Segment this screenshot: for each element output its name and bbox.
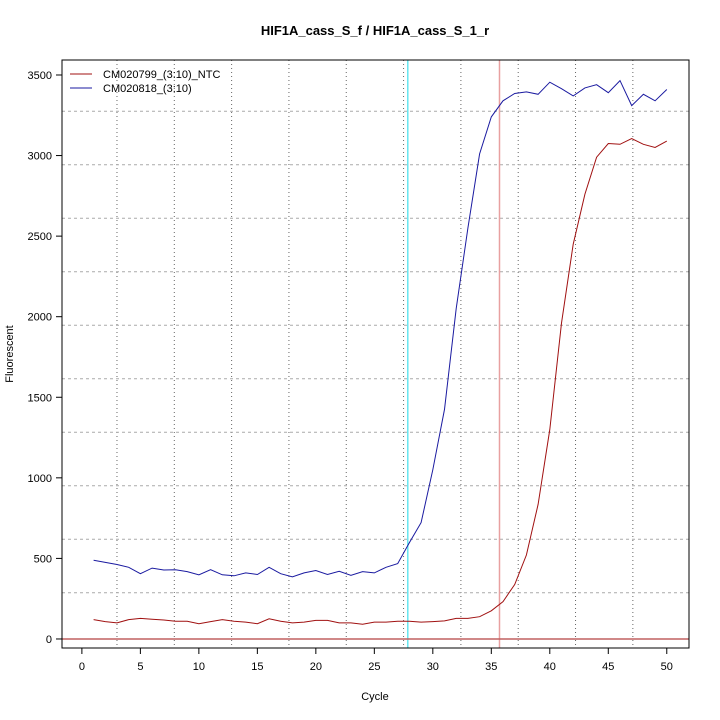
y-tick-label: 500 — [34, 553, 52, 565]
chart-title: HIF1A_cass_S_f / HIF1A_cass_S_1_r — [261, 23, 489, 38]
plot-frame — [61, 59, 690, 649]
x-tick-label: 10 — [193, 661, 205, 673]
y-tick-label: 2500 — [28, 231, 52, 243]
x-axis: 0 5 10 15 20 25 30 35 40 45 50 — [79, 648, 673, 673]
y-tick-label: 1000 — [28, 473, 52, 485]
x-tick-label: 0 — [79, 661, 85, 673]
legend: CM020799_(3:10)_NTC CM020818_(3:10) — [70, 69, 220, 95]
y-tick-label: 0 — [46, 634, 52, 646]
y-tick-label: 3000 — [28, 151, 52, 163]
y-tick-label: 2000 — [28, 312, 52, 324]
reference-lines — [62, 60, 689, 648]
y-tick-label: 3500 — [28, 70, 52, 82]
series-line-1 — [93, 79, 668, 578]
y-axis-title: Fluorescent — [4, 325, 16, 382]
x-tick-label: 45 — [602, 661, 614, 673]
y-tick-label: 1500 — [28, 392, 52, 404]
legend-label-0: CM020799_(3:10)_NTC — [103, 69, 220, 81]
x-tick-label: 30 — [427, 661, 439, 673]
legend-label-1: CM020818_(3:10) — [103, 83, 192, 95]
x-tick-label: 5 — [137, 661, 143, 673]
x-tick-label: 40 — [544, 661, 556, 673]
x-tick-label: 20 — [310, 661, 322, 673]
x-tick-label: 25 — [368, 661, 380, 673]
x-tick-label: 15 — [251, 661, 263, 673]
series-lines — [93, 79, 668, 625]
x-axis-title: Cycle — [361, 691, 389, 703]
y-axis: 0 500 1000 1500 2000 2500 3000 3500 — [28, 70, 62, 646]
x-tick-label: 50 — [661, 661, 673, 673]
x-tick-label: 35 — [485, 661, 497, 673]
grid — [62, 60, 689, 648]
series-line-0 — [93, 138, 668, 625]
